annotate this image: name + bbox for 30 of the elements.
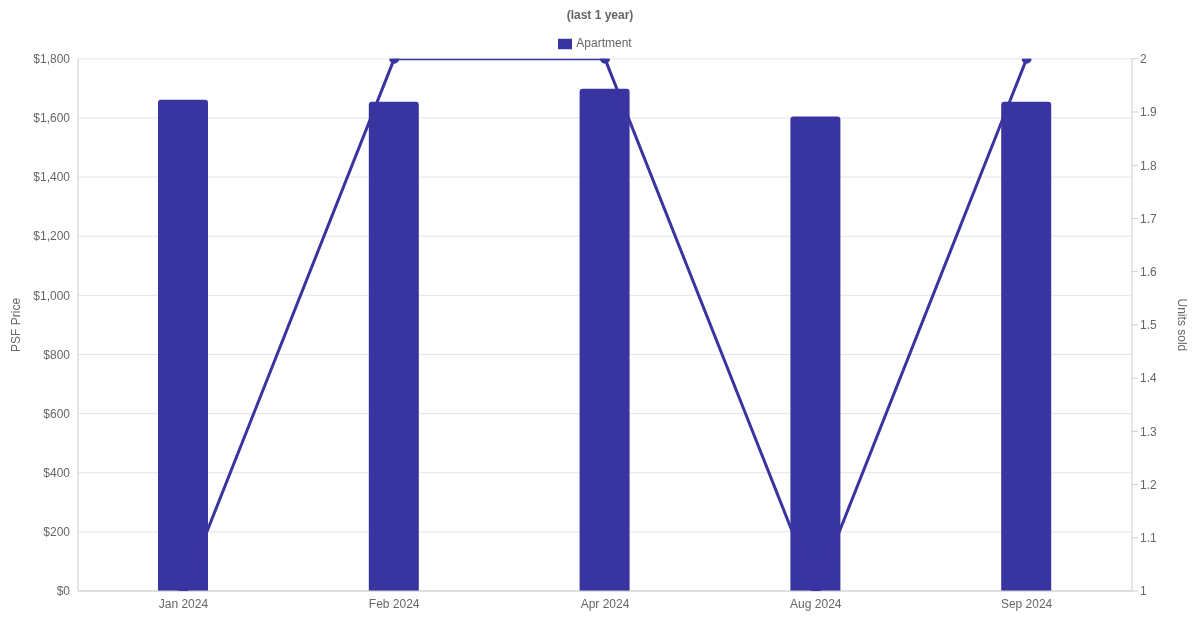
y-tick-label: $200: [43, 525, 71, 540]
y2-tick-label: 1.4: [1140, 371, 1158, 386]
y2-tick-label: 1.5: [1140, 318, 1158, 333]
y2-tick-label: 2: [1140, 52, 1147, 67]
x-tick-label: Feb 2024: [368, 596, 420, 611]
x-tick-label: Aug 2024: [790, 596, 842, 611]
x-tick-label: Sep 2024: [1000, 596, 1053, 611]
y2-tick-label: 1: [1140, 584, 1147, 599]
y-tick-label: $1,800: [33, 52, 71, 67]
y2-tick-label: 1.3: [1140, 424, 1158, 439]
y2-tick-label: 1.8: [1140, 158, 1158, 173]
y2-tick-label: 1.6: [1140, 264, 1158, 279]
y-tick-label: $1,600: [33, 111, 71, 126]
legend-label: Apartment: [576, 36, 632, 50]
x-tick-label: Jan 2024: [158, 596, 209, 611]
y2-tick-label: 1.7: [1140, 211, 1158, 226]
y-tick-label: $1,200: [33, 229, 71, 244]
y2-tick-label: 1.2: [1140, 477, 1158, 492]
y-tick-label: $1,000: [33, 288, 71, 303]
chart-title: (last 1 year): [565, 8, 635, 24]
y-axis-title: PSF Price: [9, 297, 24, 352]
x-tick-label: Apr 2024: [580, 596, 630, 611]
y-tick-label: $800: [43, 347, 71, 362]
y2-axis-title: Units sold: [1174, 298, 1189, 352]
y2-tick-label: 1.1: [1140, 531, 1158, 546]
y2-tick-label: 1.9: [1140, 105, 1158, 120]
y-tick-label: $1,400: [33, 170, 71, 185]
y-tick-label: $0: [56, 584, 71, 599]
y-tick-label: $400: [43, 466, 71, 480]
y-tick-label: $600: [43, 406, 71, 421]
